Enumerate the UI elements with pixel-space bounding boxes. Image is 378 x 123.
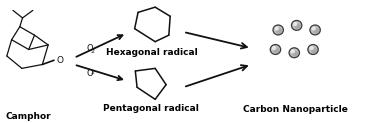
- Circle shape: [289, 48, 299, 58]
- Circle shape: [270, 45, 280, 54]
- Text: 2: 2: [90, 70, 94, 75]
- Text: Pentagonal radical: Pentagonal radical: [103, 104, 199, 113]
- Text: Hexagonal radical: Hexagonal radical: [106, 48, 198, 57]
- Text: O: O: [87, 44, 93, 53]
- Circle shape: [294, 23, 301, 29]
- Circle shape: [274, 26, 279, 31]
- Text: Carbon Nanoparticle: Carbon Nanoparticle: [243, 105, 348, 114]
- Circle shape: [293, 22, 297, 26]
- Circle shape: [272, 46, 276, 50]
- Circle shape: [311, 47, 317, 54]
- Circle shape: [291, 49, 295, 54]
- Text: Camphor: Camphor: [6, 112, 51, 121]
- Text: O: O: [57, 56, 64, 65]
- Circle shape: [313, 28, 319, 34]
- Circle shape: [291, 20, 302, 30]
- Circle shape: [310, 46, 314, 50]
- Circle shape: [273, 25, 284, 35]
- Circle shape: [292, 51, 298, 57]
- Circle shape: [311, 26, 316, 31]
- Circle shape: [308, 45, 318, 54]
- Circle shape: [310, 25, 320, 35]
- Text: 2: 2: [90, 49, 94, 54]
- Circle shape: [276, 28, 282, 34]
- Circle shape: [273, 47, 280, 54]
- Text: O: O: [87, 69, 93, 78]
